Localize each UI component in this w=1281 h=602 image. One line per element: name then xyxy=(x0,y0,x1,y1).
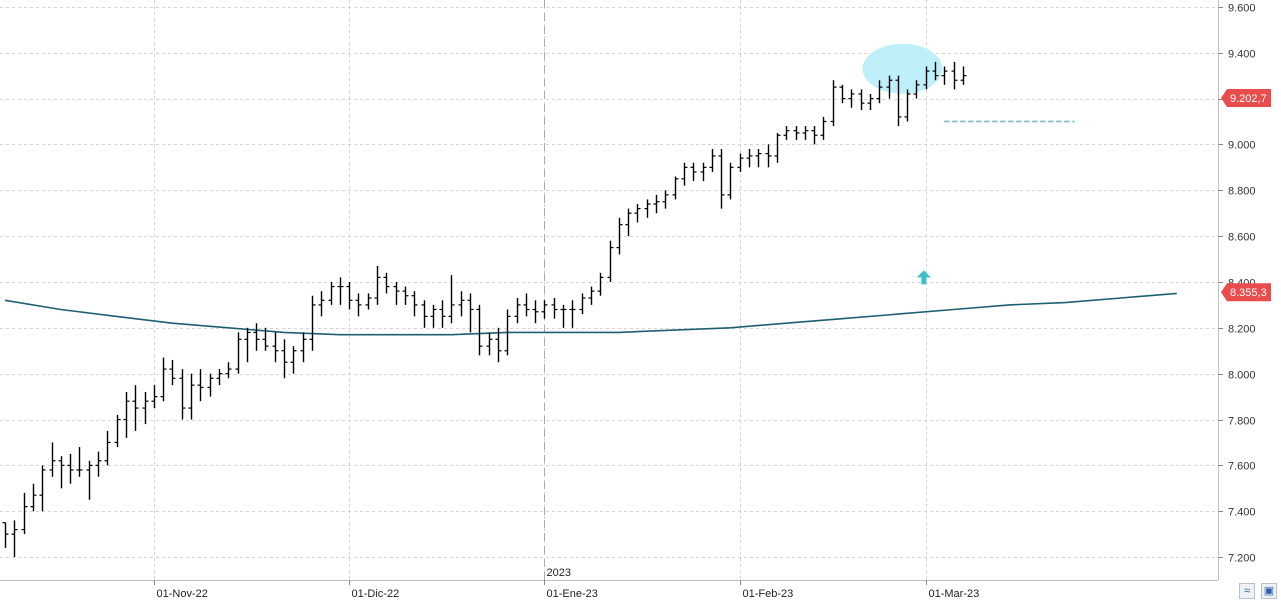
up-arrow-icon xyxy=(916,270,931,285)
x-tick-label: 01-Mar-23 xyxy=(929,588,980,600)
price-tag-box xyxy=(1221,88,1271,107)
x-axis-ticks: 01-Nov-22 01-Dic-22 01-Ene-23 01-Feb-23 01-M… xyxy=(154,580,980,600)
y-tick-label: 9.600 xyxy=(1228,3,1256,15)
horizontal-gridlines xyxy=(0,7,1218,558)
moving-average-line xyxy=(4,292,1177,336)
y-tick-label: 7.800 xyxy=(1228,416,1256,428)
x-tick-label: 01-Dic-22 xyxy=(352,588,400,600)
y-tick-label: 7.200 xyxy=(1228,553,1256,565)
price-tags: 9.202,7 8.355,3 xyxy=(1221,88,1271,302)
y-tick-label: 9.400 xyxy=(1228,49,1256,61)
price-tag-box xyxy=(1221,283,1271,302)
highlight-ellipse xyxy=(862,43,943,94)
y-tick-label: 8.600 xyxy=(1228,232,1256,244)
vertical-gridlines xyxy=(154,0,927,580)
ohlc-bars xyxy=(2,61,967,558)
x-tick-label: 01-Nov-22 xyxy=(157,588,208,600)
y-tick-label: 7.600 xyxy=(1228,461,1256,473)
y-tick-label: 8.000 xyxy=(1228,370,1256,382)
price-tag-label: 8.355,3 xyxy=(1230,287,1267,299)
price-tag-label: 9.202,7 xyxy=(1230,93,1267,105)
y-tick-label: 8.800 xyxy=(1228,186,1256,198)
y-tick-label: 8.200 xyxy=(1228,324,1256,336)
zoom-wave-icon[interactable]: ≈ xyxy=(1239,583,1255,599)
up-arrow-shape xyxy=(916,270,931,285)
floppy-disk-icon[interactable]: ▣ xyxy=(1261,583,1277,599)
x-tick-label: 01-Feb-23 xyxy=(743,588,794,600)
y-tick-label: 7.400 xyxy=(1228,507,1256,519)
x-tick-label: 01-Ene-23 xyxy=(547,588,598,600)
y-tick-label: 9.000 xyxy=(1228,140,1256,152)
year-label: 2023 xyxy=(547,567,571,579)
